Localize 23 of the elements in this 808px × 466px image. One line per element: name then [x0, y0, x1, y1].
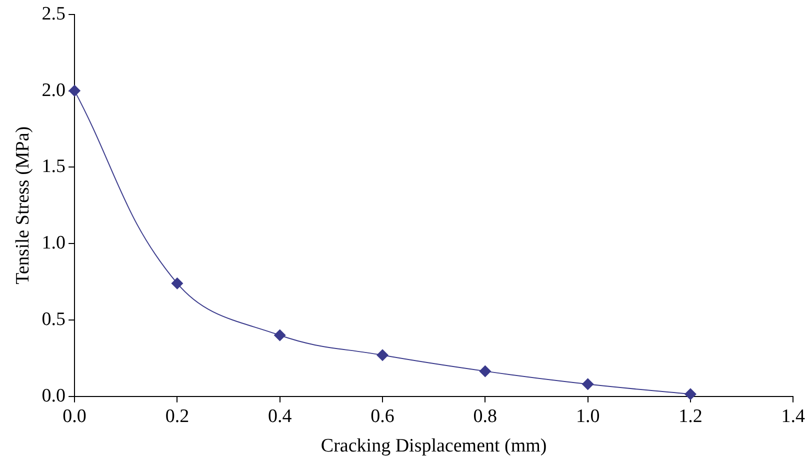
x-tick-label: 1.2 [678, 406, 702, 427]
y-axis-title: Tensile Stress (MPa) [12, 126, 34, 284]
y-tick-label: 1.5 [42, 156, 66, 178]
point [684, 388, 696, 400]
y-tick-label: 0.5 [42, 308, 66, 330]
x-tick-label: 0.0 [62, 406, 86, 427]
x-tick-label: 1.0 [576, 406, 600, 427]
x-tick-label: 1.4 [781, 406, 806, 427]
x-tick-label: 0.4 [268, 406, 292, 427]
y-tick-label: 2.5 [42, 3, 66, 24]
x-axis-title: Cracking Displacement (mm) [320, 436, 547, 457]
y-tick-label: 2.0 [42, 80, 66, 101]
point [274, 329, 286, 342]
x-tick-label: 0.2 [165, 406, 190, 427]
y-tick-label: 0.0 [42, 385, 66, 406]
point [376, 349, 389, 362]
point [479, 365, 492, 378]
x-tick-label: 0.6 [370, 406, 394, 427]
x-tick-label: 0.8 [473, 406, 498, 427]
point [171, 277, 184, 290]
point [68, 84, 81, 97]
point [582, 378, 594, 390]
y-tick-label: 1.0 [42, 232, 66, 254]
